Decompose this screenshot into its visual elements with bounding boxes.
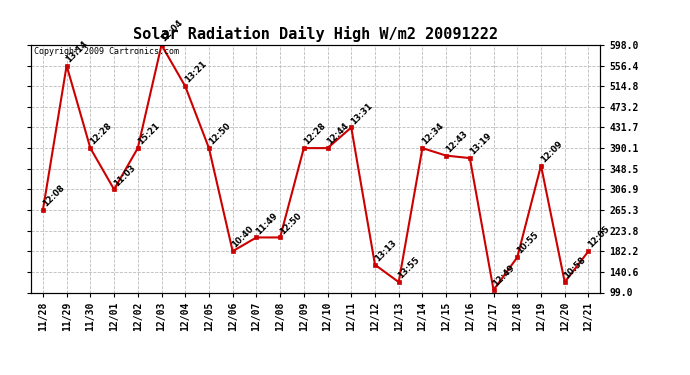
- Text: 12:43: 12:43: [444, 129, 469, 154]
- Text: 12:08: 12:08: [41, 183, 66, 209]
- Text: Copyright 2009 Cartronics.com: Copyright 2009 Cartronics.com: [34, 48, 179, 57]
- Text: 12:28: 12:28: [88, 122, 113, 147]
- Text: 10:58: 10:58: [562, 255, 588, 281]
- Text: 11:03: 11:03: [112, 163, 137, 188]
- Text: 15:21: 15:21: [136, 122, 161, 147]
- Text: 12:49: 12:49: [491, 263, 517, 289]
- Text: 12:44: 12:44: [326, 122, 351, 147]
- Text: 13:21: 13:21: [183, 60, 208, 85]
- Text: 13:31: 13:31: [349, 101, 374, 126]
- Text: 11:49: 11:49: [254, 211, 279, 236]
- Text: 13:55: 13:55: [397, 255, 422, 281]
- Title: Solar Radiation Daily High W/m2 20091222: Solar Radiation Daily High W/m2 20091222: [133, 27, 498, 42]
- Text: 12:09: 12:09: [539, 139, 564, 164]
- Text: 10:55: 10:55: [515, 231, 540, 256]
- Text: 12:05: 12:05: [586, 225, 611, 250]
- Text: 12:04: 12:04: [159, 18, 185, 44]
- Text: 12:50: 12:50: [207, 122, 232, 147]
- Text: 10:40: 10:40: [230, 225, 256, 250]
- Text: 13:13: 13:13: [373, 238, 398, 263]
- Text: 12:50: 12:50: [278, 211, 303, 236]
- Text: 12:34: 12:34: [420, 122, 446, 147]
- Text: 12:28: 12:28: [302, 122, 327, 147]
- Text: 13:14: 13:14: [64, 39, 90, 64]
- Text: 13:19: 13:19: [468, 132, 493, 157]
